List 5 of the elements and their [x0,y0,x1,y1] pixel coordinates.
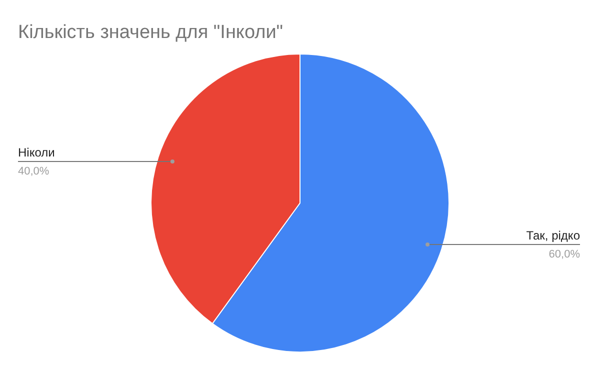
data-label: 40,0% [18,166,50,178]
slice-label: Ніколи [18,146,55,160]
chart-title: Кількість значень для "Інколи" [18,22,284,43]
slice-label: Так, рідко [526,228,580,242]
data-label: 60,0% [548,248,580,260]
